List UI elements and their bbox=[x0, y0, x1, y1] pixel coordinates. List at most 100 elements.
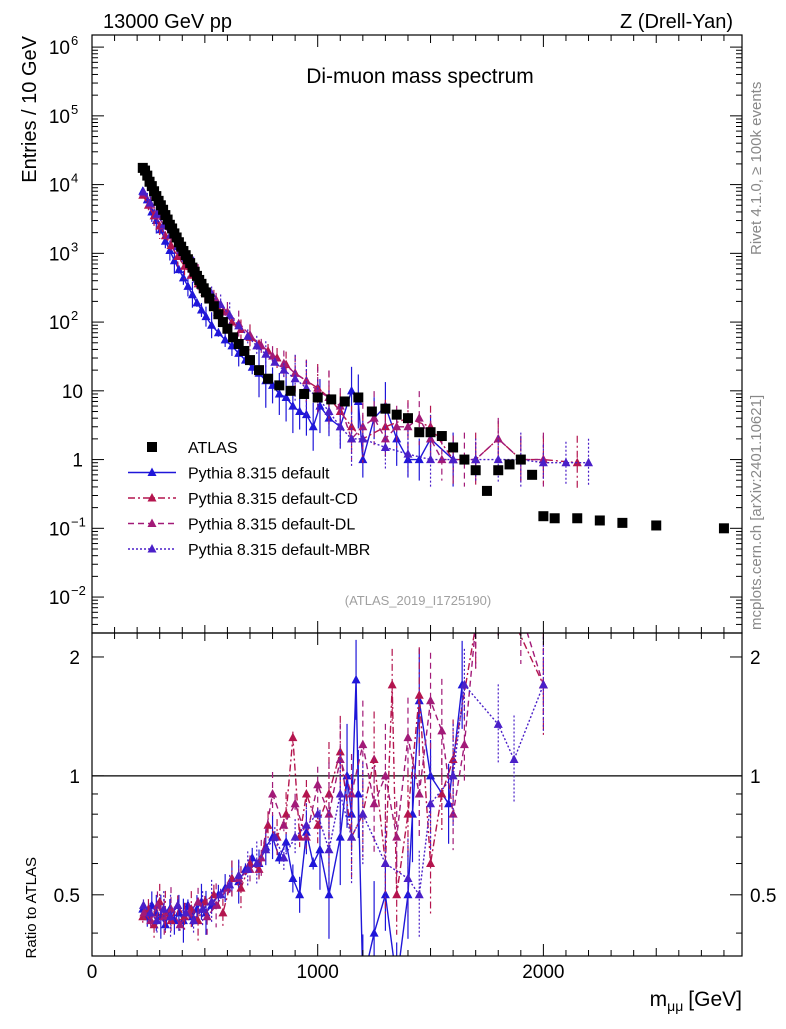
atlas-point-46 bbox=[353, 392, 364, 403]
atlas-point-67 bbox=[651, 520, 662, 531]
ratio-point-0-26 bbox=[281, 837, 291, 846]
ratio-point-3-1 bbox=[145, 907, 155, 917]
main-point-3-16 bbox=[270, 357, 280, 366]
main-point-3-23 bbox=[347, 433, 357, 443]
atlas-point-37 bbox=[244, 355, 255, 366]
ratio-point-2-0 bbox=[139, 907, 149, 917]
main-point-0-41 bbox=[414, 454, 424, 464]
legend-marker-3 bbox=[147, 518, 157, 527]
atlas-point-62 bbox=[538, 511, 549, 522]
main-ytick-label-5: 10 bbox=[49, 244, 70, 265]
ratio-point-1-35 bbox=[437, 788, 447, 798]
main-point-2-15 bbox=[279, 358, 289, 367]
ratio-point-0-46 bbox=[444, 798, 454, 808]
main-point-0-14 bbox=[201, 311, 211, 321]
legend: ATLAS Pythia 8.315 default Pythia 8.315 de… bbox=[128, 440, 370, 559]
ratio-point-1-34 bbox=[426, 858, 436, 868]
ratio-ytick-label-right-1: 1 bbox=[750, 767, 761, 788]
atlas-point-56 bbox=[470, 465, 481, 476]
main-point-3-24 bbox=[358, 433, 368, 443]
ratio-point-3-20 bbox=[313, 809, 323, 818]
ratio-point-0-12 bbox=[192, 904, 202, 913]
ratio-point-1-17 bbox=[263, 820, 273, 829]
atlas-point-48 bbox=[380, 403, 391, 414]
ratio-point-3-11 bbox=[225, 879, 235, 889]
ratio-point-2-24 bbox=[380, 770, 390, 780]
ratio-point-3-23 bbox=[347, 832, 357, 841]
main-point-0-28 bbox=[295, 406, 305, 416]
ratio-point-3-22 bbox=[335, 788, 345, 798]
ratio-point-0-38 bbox=[358, 977, 367, 986]
ratio-point-3-25 bbox=[380, 858, 390, 868]
ratio-point-3-13 bbox=[243, 864, 253, 873]
ratio-line-2 bbox=[143, 633, 545, 926]
x-axis-label: mμμ [GeV] bbox=[650, 988, 742, 1014]
main-point-0-7 bbox=[169, 255, 179, 265]
ratio-point-3-18 bbox=[290, 832, 300, 841]
atlas-point-28 bbox=[200, 287, 211, 298]
atlas-point-59 bbox=[504, 459, 515, 470]
ratio-ytick-label-2: 2 bbox=[69, 648, 80, 669]
ratio-point-1-20 bbox=[288, 732, 298, 742]
ratio-xtick-label-0: 0 bbox=[87, 962, 98, 983]
ratio-point-2-5 bbox=[175, 919, 185, 929]
ratio-point-3-15 bbox=[261, 844, 271, 854]
main-point-3-29 bbox=[471, 454, 481, 464]
main-point-0-17 bbox=[220, 334, 230, 344]
ratio-point-3-30 bbox=[459, 679, 469, 689]
ratio-point-2-26 bbox=[403, 732, 413, 742]
main-ytick-sup-7: 5 bbox=[71, 102, 78, 117]
main-point-0-13 bbox=[196, 304, 206, 314]
main-point-2-24 bbox=[380, 433, 390, 443]
atlas-point-32 bbox=[217, 317, 228, 328]
main-ytick-label-2: 1 bbox=[72, 451, 83, 472]
main-point-0-8 bbox=[174, 264, 184, 274]
main-point-3-1 bbox=[145, 197, 155, 207]
ratio-point-3-3 bbox=[159, 904, 169, 913]
ratio-point-3-5 bbox=[173, 900, 183, 909]
main-ytick-label-4: 10 bbox=[49, 313, 70, 334]
main-point-0-27 bbox=[288, 401, 298, 410]
main-line-2 bbox=[143, 192, 544, 461]
main-point-2-26 bbox=[403, 421, 413, 431]
ratio-point-2-7 bbox=[193, 896, 203, 906]
main-ytick-label-7: 10 bbox=[49, 107, 70, 128]
legend-label-2: Pythia 8.315 default-CD bbox=[188, 491, 358, 508]
ratio-point-2-19 bbox=[324, 809, 334, 818]
ratio-point-3-28 bbox=[426, 798, 436, 808]
header-right: Z (Drell-Yan) bbox=[620, 11, 733, 33]
main-point-0-11 bbox=[187, 289, 197, 299]
ratio-point-2-14 bbox=[268, 788, 278, 798]
atlas-point-54 bbox=[448, 442, 459, 453]
ratio-point-0-37 bbox=[353, 788, 363, 798]
atlas-point-40 bbox=[274, 380, 285, 391]
legend-label-4: Pythia 8.315 default-MBR bbox=[188, 542, 370, 559]
ratio-point-0-42 bbox=[403, 889, 413, 899]
ratio-point-2-22 bbox=[358, 739, 368, 749]
ratio-point-3-9 bbox=[207, 896, 217, 906]
atlas-point-65 bbox=[594, 515, 605, 526]
main-point-0-30 bbox=[308, 421, 318, 431]
main-ytick-label-8: 10 bbox=[49, 38, 70, 59]
ratio-point-1-12 bbox=[218, 907, 228, 917]
x-axis-label-unit: [GeV] bbox=[688, 988, 742, 1011]
legend-marker-2 bbox=[147, 493, 157, 502]
atlas-point-51 bbox=[414, 427, 425, 438]
ratio-point-0-36 bbox=[351, 674, 361, 684]
atlas-point-50 bbox=[402, 413, 413, 424]
legend-marker-1 bbox=[147, 467, 157, 476]
main-point-3-26 bbox=[403, 449, 413, 458]
ratio-point-0-27 bbox=[288, 873, 298, 882]
main-point-0-5 bbox=[160, 236, 170, 245]
main-ytick-label-6: 10 bbox=[49, 176, 70, 197]
ratio-point-0-39 bbox=[369, 928, 379, 937]
ratio-point-2-2 bbox=[152, 900, 162, 909]
main-point-1-35 bbox=[572, 457, 582, 467]
ratio-point-2-34 bbox=[516, 607, 525, 616]
atlas-point-52 bbox=[425, 427, 436, 438]
ratio-point-2-15 bbox=[279, 820, 289, 829]
ratio-point-2-28 bbox=[426, 695, 436, 705]
main-ytick-label-1: 10 bbox=[49, 519, 70, 540]
ratio-point-1-30 bbox=[387, 679, 397, 689]
